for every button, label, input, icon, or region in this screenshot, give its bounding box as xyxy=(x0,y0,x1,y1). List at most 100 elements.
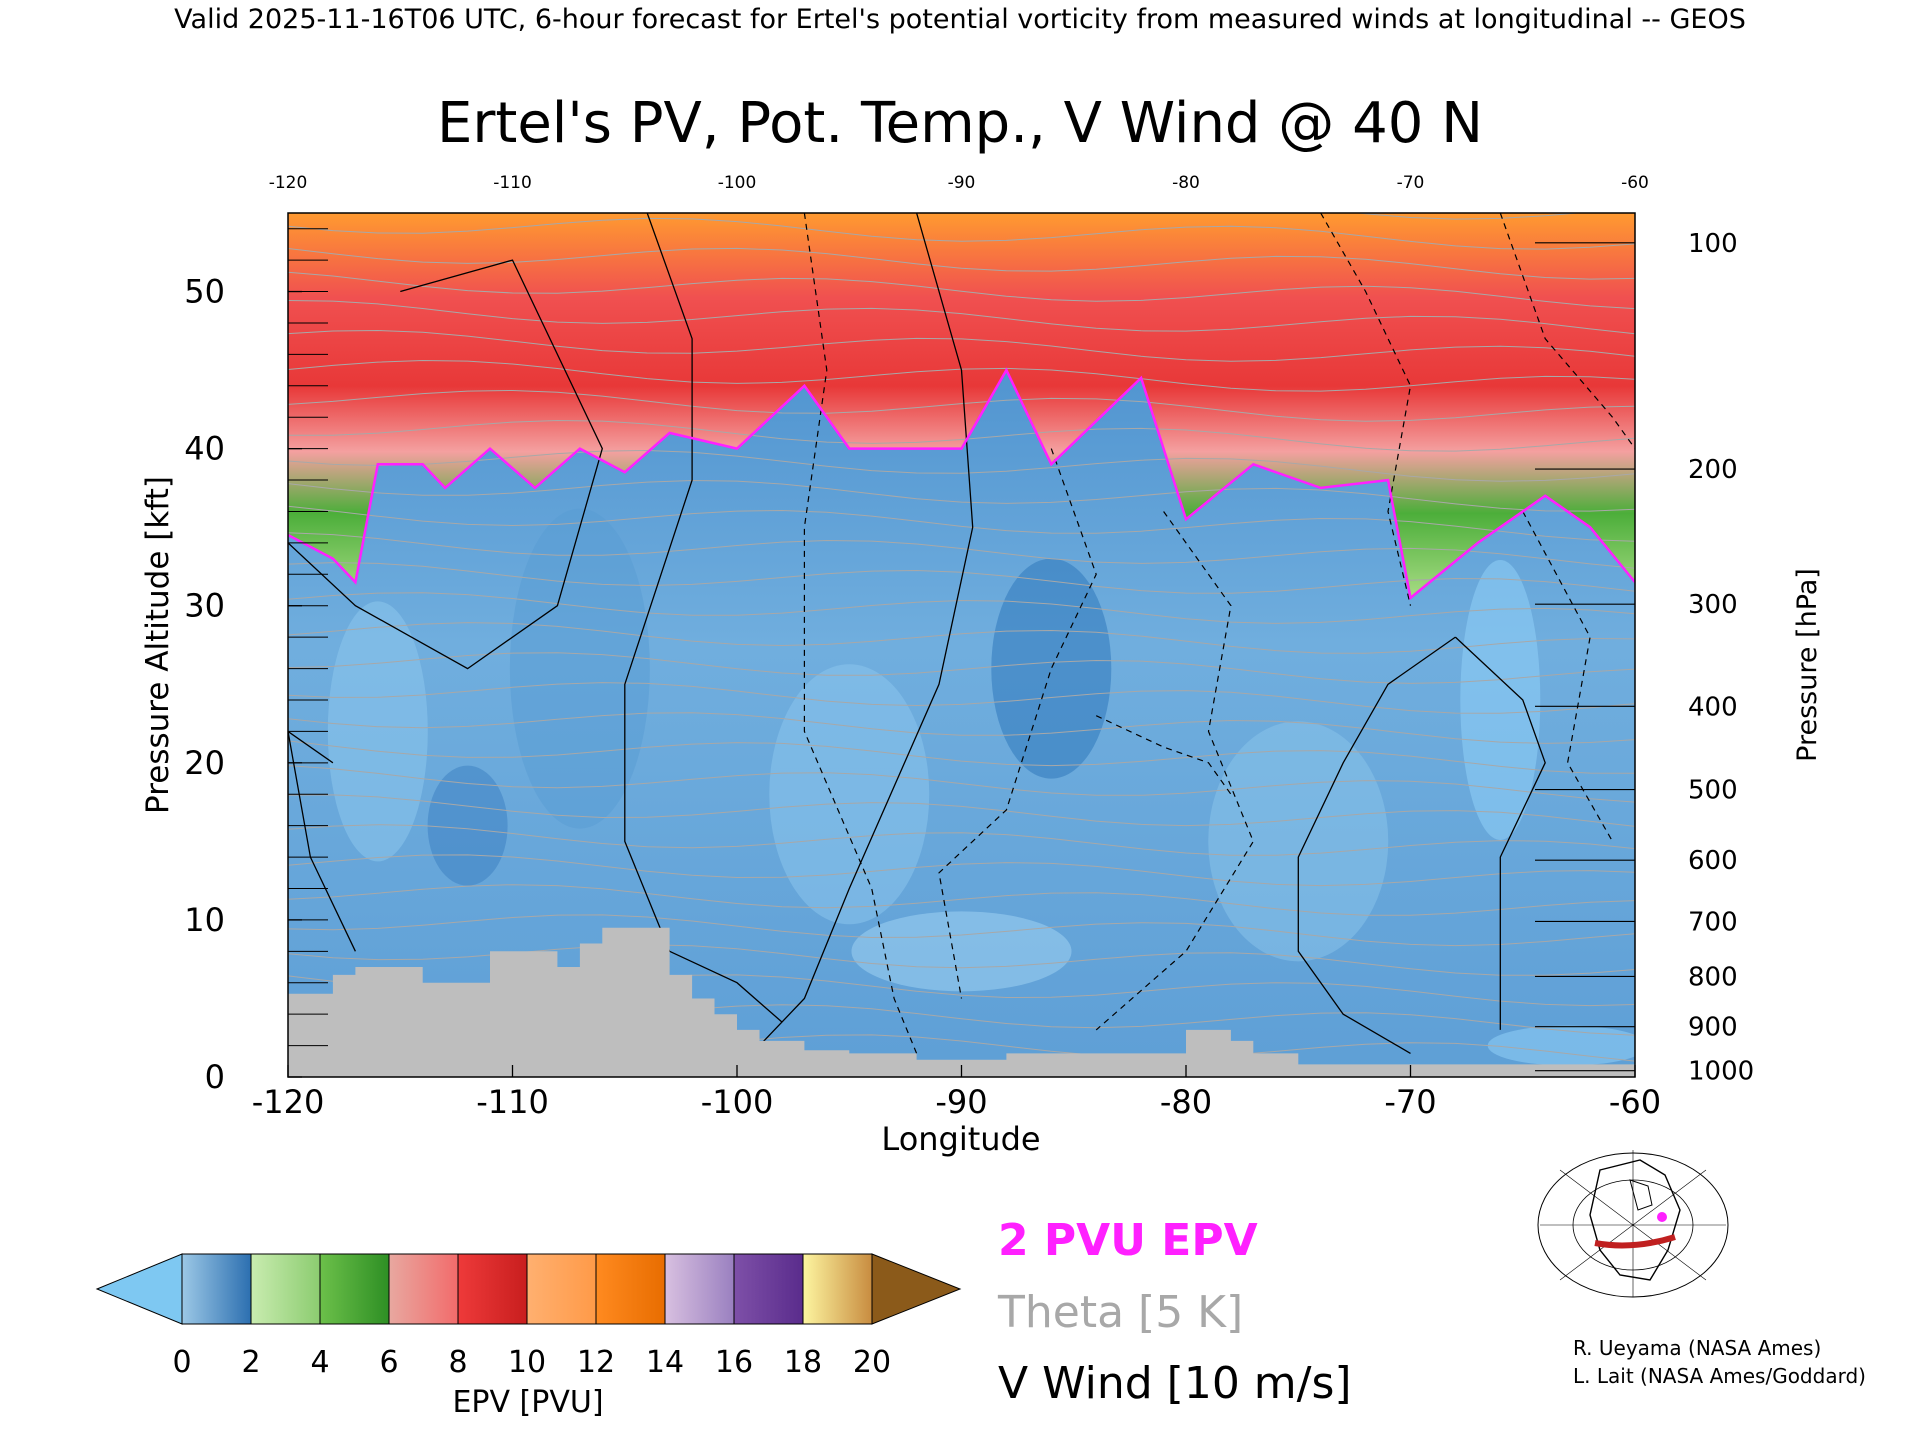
theta-contour-29 xyxy=(1353,213,1584,220)
colorbar-tick-label-0: 0 xyxy=(172,1345,191,1380)
colorbar-segment-3 xyxy=(388,1253,459,1325)
colorbar-segment-8 xyxy=(733,1253,804,1325)
x-top-tick-label-2: -100 xyxy=(718,173,757,193)
colorbar-tick-label-10: 20 xyxy=(853,1345,891,1380)
wind-contour-dashed-0 xyxy=(803,213,918,1054)
colorbar-segment-9 xyxy=(802,1253,873,1325)
theta-contour-21 xyxy=(288,419,1635,452)
wind-contour-solid-3 xyxy=(1297,636,1456,1054)
epv-blobs xyxy=(327,508,1635,1066)
wind-contour-dashed-5 xyxy=(1522,511,1614,842)
y-axis-left: 0 10 20 30 40 50 xyxy=(184,228,328,1096)
theta-contour-24 xyxy=(288,329,1635,362)
colorbar-tick-label-7: 14 xyxy=(646,1345,684,1380)
x-axis-top: -120 -110 -100 -90 -80 -70 -60 xyxy=(269,173,1649,193)
epv-blob-2 xyxy=(769,664,930,925)
legend-theta: Theta [5 K] xyxy=(997,1287,1243,1338)
y-tick-label-4: 40 xyxy=(184,430,225,468)
credit-line-1: R. Ueyama (NASA Ames) xyxy=(1573,1336,1821,1360)
colorbar-tick-label-3: 6 xyxy=(379,1345,398,1380)
x-axis-label: Longitude xyxy=(881,1120,1040,1158)
y2-axis-label: Pressure [hPa] xyxy=(1792,568,1823,762)
pressure-tick-label-4: 500 xyxy=(1688,776,1738,806)
x-top-tick-label-3: -90 xyxy=(948,173,976,193)
y-tick-label-2: 20 xyxy=(184,744,225,782)
wind-contour-dashed-3 xyxy=(1320,213,1412,606)
colorbar-segment-1 xyxy=(250,1253,321,1325)
pressure-tick-label-0: 100 xyxy=(1688,229,1738,259)
theta-contour-6 xyxy=(288,854,1635,887)
colorbar-tick-label-1: 2 xyxy=(241,1345,260,1380)
y-tick-label-3: 30 xyxy=(184,587,225,625)
theta-contour-19 xyxy=(288,479,1635,512)
colorbar-segment-0 xyxy=(181,1253,252,1325)
x-tick-label-0: -120 xyxy=(252,1083,325,1121)
wind-contour-solid-2 xyxy=(288,259,603,670)
colorbar-tick-label-9: 18 xyxy=(784,1345,822,1380)
theta-contour-9 xyxy=(288,765,1635,803)
theta-contour-11 xyxy=(288,712,1635,744)
theta-contour-12 xyxy=(288,682,1635,714)
pressure-tick-label-5: 600 xyxy=(1688,846,1738,876)
x-top-tick-label-0: -120 xyxy=(269,173,308,193)
colorbar-tick-label-2: 4 xyxy=(310,1345,329,1380)
colorbar-under-arrow xyxy=(95,1253,183,1325)
credit-line-2: L. Lait (NASA Ames/Goddard) xyxy=(1573,1364,1866,1388)
pressure-tick-label-9: 1000 xyxy=(1688,1057,1754,1087)
pressure-tick-label-6: 700 xyxy=(1688,907,1738,937)
theta-contour-13 xyxy=(288,652,1635,684)
colorbar-label: EPV [PVU] xyxy=(452,1385,603,1420)
x-axis-bottom: -120 -110 -100 -90 -80 -70 -60 xyxy=(252,1065,1661,1121)
epv-blob-5 xyxy=(1460,559,1541,840)
x-top-tick-label-4: -80 xyxy=(1172,173,1200,193)
plot-area xyxy=(288,213,1635,1077)
chart-title: Ertel's PV, Pot. Temp., V Wind @ 40 N xyxy=(437,91,1483,156)
x-tick-label-2: -100 xyxy=(701,1083,774,1121)
x-tick-label-5: -70 xyxy=(1384,1083,1436,1121)
wind-contour-solid-0 xyxy=(624,213,783,1023)
theta-contour-4 xyxy=(288,914,1635,947)
epv-blob-1 xyxy=(509,508,650,829)
theta-contours xyxy=(288,213,1635,1062)
header-text: Valid 2025-11-16T06 UTC, 6-hour forecast… xyxy=(174,4,1746,35)
x-tick-label-4: -80 xyxy=(1160,1083,1212,1121)
theta-contour-7 xyxy=(288,824,1635,856)
pressure-tick-label-1: 200 xyxy=(1688,455,1738,485)
theta-contour-27 xyxy=(288,247,1635,280)
epv-blob-0 xyxy=(327,601,428,862)
y-axis-right-pressure: 100 200 300 400 500 600 700 800 900 1000 xyxy=(1535,229,1754,1087)
x-top-tick-label-5: -70 xyxy=(1397,173,1425,193)
wind-contour-solid-1 xyxy=(759,213,974,1047)
x-tick-label-6: -60 xyxy=(1609,1083,1661,1121)
wind-contour-solid-4 xyxy=(1454,636,1546,1030)
theta-contour-14 xyxy=(288,622,1635,654)
theta-contour-10 xyxy=(288,740,1635,774)
theta-contour-18 xyxy=(288,505,1635,542)
legend-2pvu: 2 PVU EPV xyxy=(998,1215,1258,1266)
colorbar-tick-label-6: 12 xyxy=(577,1345,615,1380)
colorbar-segment-5 xyxy=(526,1253,597,1325)
tropopause-2pvu-line xyxy=(288,367,1635,601)
colorbar-segment-2 xyxy=(319,1253,390,1325)
y-tick-label-1: 10 xyxy=(184,901,225,939)
legend-vwind: V Wind [10 m/s] xyxy=(998,1358,1352,1409)
theta-contour-22 xyxy=(288,389,1635,422)
colorbar: 0 2 4 6 8 10 12 14 16 18 20 xyxy=(95,1253,962,1380)
x-tick-label-3: -90 xyxy=(935,1083,987,1121)
x-top-tick-label-1: -110 xyxy=(493,173,532,193)
colorbar-tick-label-4: 8 xyxy=(448,1345,467,1380)
theta-contour-17 xyxy=(288,532,1635,569)
theta-contour-25 xyxy=(288,300,1635,335)
pressure-tick-label-7: 800 xyxy=(1688,962,1738,992)
colorbar-segment-6 xyxy=(595,1253,666,1325)
y-tick-label-0: 0 xyxy=(205,1058,225,1096)
epv-blob-7 xyxy=(1487,1025,1635,1066)
v-wind-contours xyxy=(288,213,1635,1054)
colorbar-tick-label-5: 10 xyxy=(508,1345,546,1380)
theta-contour-5 xyxy=(288,884,1635,916)
theta-contour-16 xyxy=(288,562,1635,594)
y-tick-label-5: 50 xyxy=(184,273,225,311)
locator-map-icon xyxy=(1535,1148,1731,1298)
x-top-tick-label-6: -60 xyxy=(1621,173,1649,193)
colorbar-segment-7 xyxy=(664,1253,735,1325)
